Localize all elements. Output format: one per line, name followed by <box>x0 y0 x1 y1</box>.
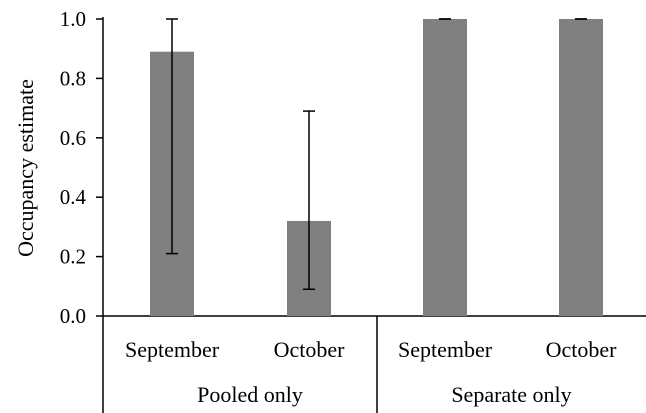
y-axis-title: Occupancy estimate <box>13 79 38 257</box>
x-category-label: September <box>125 337 220 362</box>
y-tick-label: 1.0 <box>60 7 86 31</box>
y-tick-label: 0.8 <box>60 66 86 90</box>
x-category-label: October <box>274 337 346 362</box>
plot-area: 0.0 0.2 0.4 0.6 0.8 1.0 September October Pooled… <box>60 7 646 413</box>
x-group-label: Pooled only <box>197 382 303 407</box>
y-tick-label: 0.0 <box>60 304 86 328</box>
x-category-label: September <box>398 337 493 362</box>
y-tick-label: 0.2 <box>60 245 86 269</box>
y-tick-label: 0.6 <box>60 126 86 150</box>
bar <box>423 19 467 316</box>
bar <box>559 19 603 316</box>
y-tick-label: 0.4 <box>60 185 87 209</box>
x-category-label: October <box>546 337 618 362</box>
x-group-label: Separate only <box>451 382 571 407</box>
